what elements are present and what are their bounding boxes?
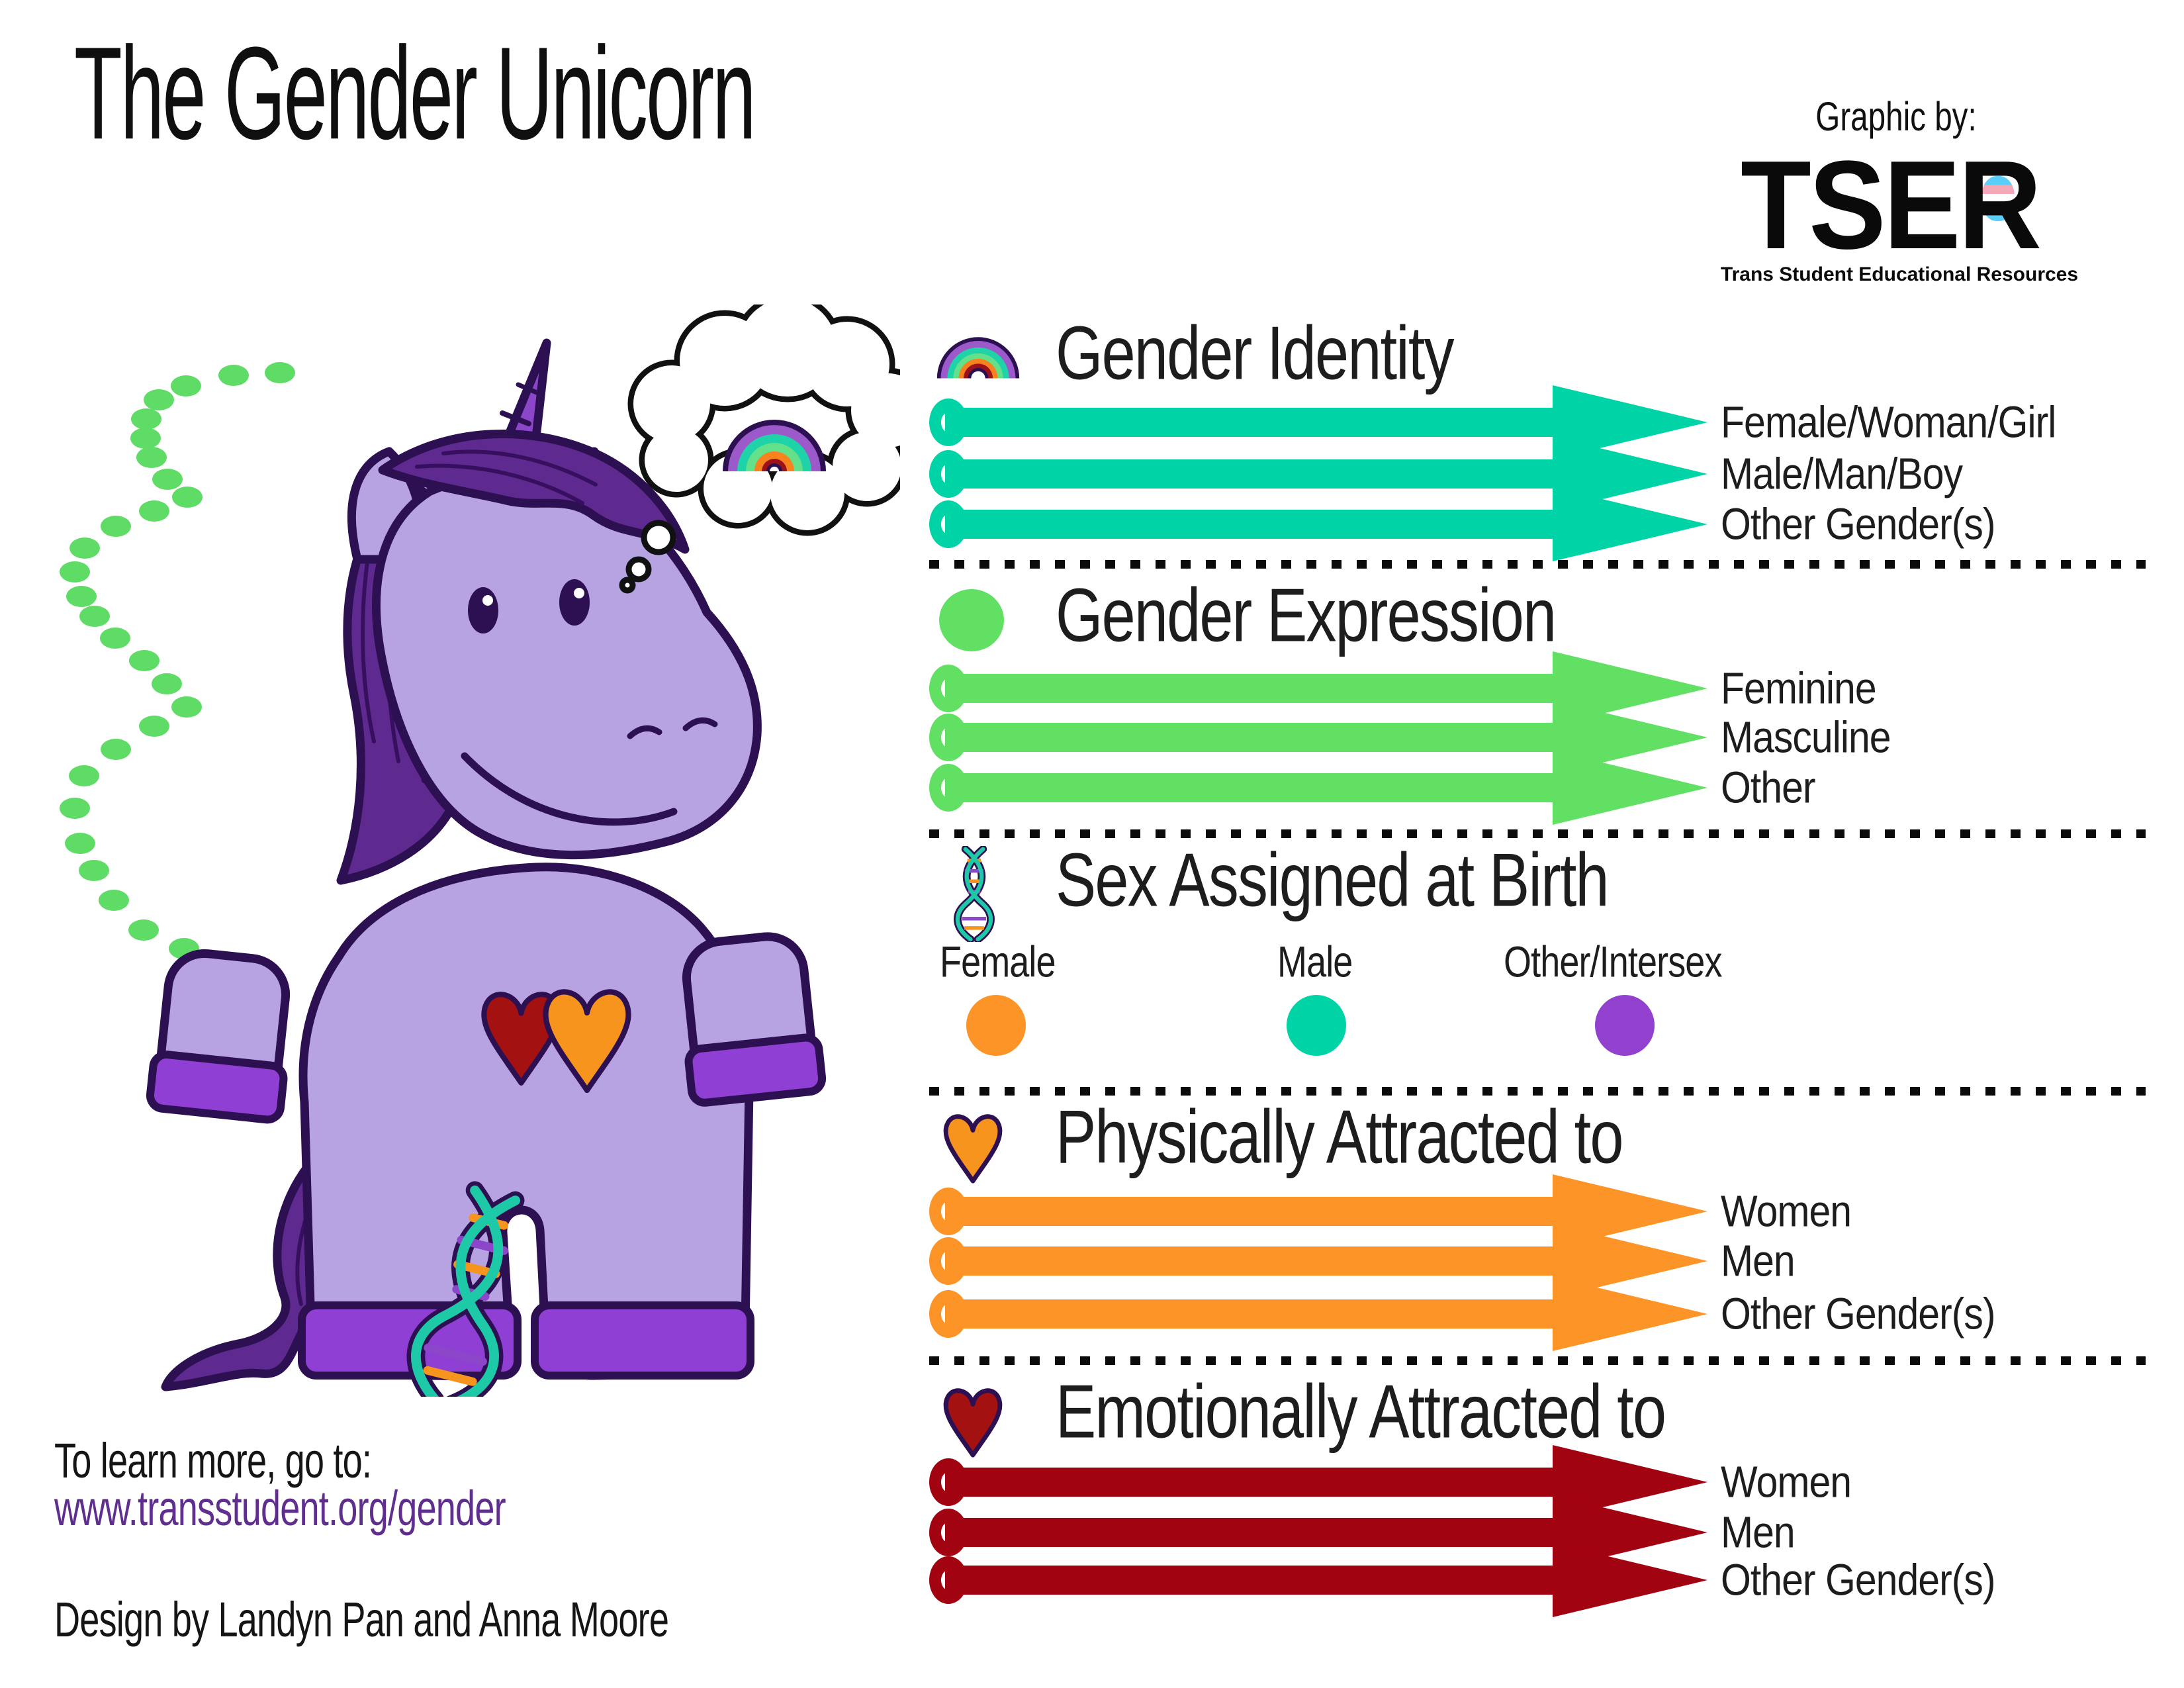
- learn-more-text: To learn more, go to:: [54, 1432, 372, 1488]
- sex-dot-other-intersex: [1595, 995, 1655, 1056]
- green-dot: [60, 798, 90, 819]
- dna-mark: [406, 1181, 525, 1397]
- sex-dot-female: [966, 995, 1026, 1056]
- rainbow-thought: [723, 420, 826, 471]
- sex-option-label-other-intersex: Other/Intersex: [1504, 937, 1722, 986]
- green-dot: [171, 375, 201, 397]
- arrow-bar: [945, 674, 1553, 703]
- green-dot: [79, 860, 109, 881]
- section-title-gender-expression: Gender Expression: [1056, 573, 1557, 657]
- spectrum-arrow: [929, 751, 1707, 825]
- arrow-bar: [945, 1468, 1553, 1497]
- website-link[interactable]: www.transstudent.org/gender: [54, 1480, 506, 1536]
- green-dot: [128, 919, 159, 941]
- dashed-divider: [929, 560, 2146, 569]
- trans-flag-mark: [1981, 176, 2015, 221]
- spectrum-arrow: [929, 487, 1707, 561]
- unicorn-left-arm: [146, 949, 291, 1124]
- green-dot: [152, 469, 183, 490]
- arrow-bar: [945, 1518, 1553, 1547]
- green-dot: [171, 696, 202, 718]
- arrow-bar: [945, 459, 1553, 489]
- orange-heart-icon: [943, 1114, 1003, 1184]
- unicorn-right-arm: [682, 932, 827, 1107]
- arrow-label: Women: [1721, 1186, 1852, 1237]
- section-title-gender-identity: Gender Identity: [1056, 310, 1454, 395]
- unicorn-head: [347, 338, 762, 860]
- arrow-bar: [945, 1197, 1553, 1226]
- green-dot: [139, 500, 169, 522]
- arrow-label: Other: [1721, 763, 1816, 813]
- sex-dot-male: [1287, 995, 1346, 1056]
- spectrum-arrow: [929, 1543, 1707, 1617]
- arrow-label: Male/Man/Boy: [1721, 449, 1963, 499]
- section-title-physically-attracted-to: Physically Attracted to: [1056, 1094, 1623, 1179]
- green-dot: [144, 389, 174, 410]
- green-dot: [131, 408, 161, 430]
- green-dot: [136, 447, 167, 468]
- green-dot: [130, 428, 161, 449]
- green-dot: [65, 833, 95, 854]
- arrow-bar: [945, 1246, 1553, 1276]
- green-dot: [99, 890, 129, 911]
- arrow-label: Masculine: [1721, 712, 1891, 763]
- arrow-label: Men: [1721, 1507, 1796, 1558]
- dashed-divider: [929, 829, 2146, 838]
- arrow-bar: [945, 408, 1553, 437]
- arrow-label: Women: [1721, 1457, 1852, 1507]
- green-dot: [172, 487, 203, 508]
- arrow-label: Other Gender(s): [1721, 1289, 1996, 1339]
- arrow-bar: [945, 1566, 1553, 1595]
- arrowhead-icon: [1553, 487, 1707, 561]
- spectrum-arrow: [929, 1277, 1707, 1351]
- arrow-label: Female/Woman/Girl: [1721, 397, 2056, 447]
- green-dot: [79, 606, 110, 627]
- green-dot: [60, 561, 90, 583]
- green-dot: [69, 765, 99, 786]
- thought-bubble: [619, 305, 900, 594]
- dashed-divider: [929, 1356, 2146, 1365]
- rainbow-icon: [936, 337, 1020, 379]
- arrow-bar: [945, 773, 1553, 802]
- dna-icon: [954, 846, 995, 942]
- section-title-sex-assigned-at-birth: Sex Assigned at Birth: [1056, 837, 1610, 922]
- arrow-bar: [945, 723, 1553, 752]
- sex-option-label-male: Male: [1277, 937, 1353, 986]
- sex-option-label-female: Female: [940, 937, 1056, 986]
- dashed-divider: [929, 1087, 2146, 1096]
- green-dot: [152, 673, 182, 694]
- arrowhead-icon: [1553, 751, 1707, 825]
- green-dot: [139, 716, 169, 737]
- green-dot-icon: [939, 589, 1004, 651]
- arrow-label: Other Gender(s): [1721, 499, 1996, 549]
- arrow-label: Men: [1721, 1236, 1796, 1286]
- chest-hearts: [481, 989, 631, 1094]
- arrow-label: Feminine: [1721, 663, 1877, 714]
- green-dot: [101, 516, 131, 537]
- arrowhead-icon: [1553, 1277, 1707, 1351]
- green-dot: [69, 538, 100, 559]
- tser-acronym: TSER: [1741, 135, 2042, 275]
- arrow-bar: [945, 1299, 1553, 1329]
- arrow-label: Other Gender(s): [1721, 1555, 1996, 1605]
- green-dot: [100, 628, 130, 649]
- arrowhead-icon: [1553, 1543, 1707, 1617]
- unicorn-illustration: [146, 305, 900, 1397]
- section-title-emotionally-attracted-to: Emotionally Attracted to: [1056, 1369, 1666, 1454]
- page-title: The Gender Unicorn: [74, 20, 756, 167]
- green-dot: [101, 739, 131, 760]
- red-heart-icon: [943, 1388, 1003, 1458]
- green-dot: [129, 650, 159, 671]
- green-dot: [218, 365, 249, 386]
- arrow-bar: [945, 510, 1553, 539]
- tser-org-name: Trans Student Educational Resources: [1720, 263, 2079, 285]
- unicorn-body: [298, 863, 754, 1381]
- design-credit: Design by Landyn Pan and Anna Moore: [54, 1591, 669, 1647]
- graphic-by-caption: Graphic by:: [1815, 93, 1977, 140]
- green-dot: [66, 586, 97, 607]
- green-dot: [265, 362, 295, 383]
